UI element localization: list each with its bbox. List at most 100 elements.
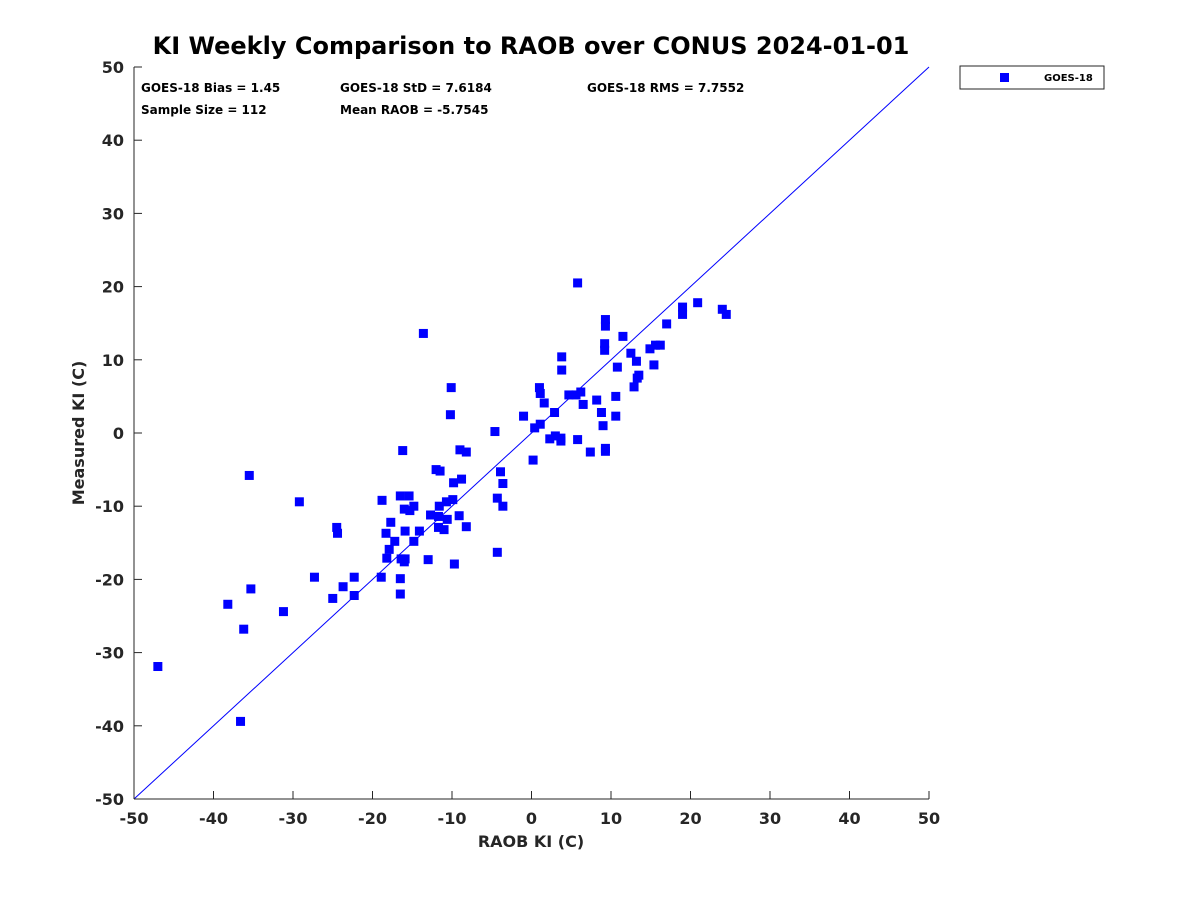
data-point — [651, 340, 661, 350]
data-point — [571, 390, 581, 400]
data-point — [626, 348, 636, 358]
data-point — [399, 504, 409, 514]
data-point — [592, 395, 602, 405]
data-point — [600, 339, 610, 349]
y-tick-label: -20 — [95, 570, 124, 589]
data-point — [381, 528, 391, 538]
data-point — [461, 447, 471, 457]
data-point — [498, 479, 508, 489]
stat-rms: GOES-18 RMS = 7.7552 — [587, 81, 744, 95]
data-point — [395, 491, 405, 501]
data-point — [678, 309, 688, 319]
y-tick-label: -50 — [95, 790, 124, 809]
data-point — [454, 511, 464, 521]
x-tick-label: -40 — [199, 809, 228, 828]
data-point — [611, 411, 621, 421]
y-tick-label: -10 — [95, 497, 124, 516]
data-point — [534, 383, 544, 393]
y-tick-label: 10 — [102, 351, 124, 370]
data-point — [598, 421, 608, 431]
data-point — [612, 362, 622, 372]
data-point — [439, 525, 449, 535]
data-point — [550, 408, 560, 418]
stat-mean-raob: Mean RAOB = -5.7545 — [340, 103, 488, 117]
data-point — [556, 436, 566, 446]
x-tick-label: -20 — [358, 809, 387, 828]
data-point — [498, 501, 508, 511]
data-point — [557, 352, 567, 362]
data-point — [445, 410, 455, 420]
data-point — [400, 526, 410, 536]
data-point — [426, 510, 436, 520]
x-axis-ticks: -50 -40 -30 -20 -10 0 10 20 30 40 50 — [120, 791, 940, 828]
data-point — [645, 344, 655, 354]
data-point — [404, 491, 414, 501]
data-point — [395, 589, 405, 599]
data-point — [535, 419, 545, 429]
data-point — [545, 434, 555, 444]
data-point — [384, 544, 394, 554]
data-point — [519, 411, 529, 421]
stat-bias: GOES-18 Bias = 1.45 — [141, 81, 280, 95]
data-point — [386, 517, 396, 527]
y-axis-ticks: 50 40 30 20 10 0 -10 -20 -30 -40 -50 — [95, 58, 142, 809]
data-point — [600, 321, 610, 331]
data-point — [309, 572, 319, 582]
data-point — [449, 559, 459, 569]
data-point — [246, 584, 256, 594]
data-point — [611, 391, 621, 401]
data-point — [600, 315, 610, 325]
y-tick-label: 0 — [113, 424, 124, 443]
data-point — [377, 495, 387, 505]
data-point — [399, 557, 409, 567]
data-point — [448, 495, 458, 505]
data-point — [332, 522, 342, 532]
data-point — [585, 447, 595, 457]
data-point — [433, 511, 443, 521]
data-point — [398, 446, 408, 456]
data-point — [328, 593, 338, 603]
data-point — [446, 383, 456, 393]
legend-box — [959, 65, 1105, 90]
data-point — [600, 446, 610, 456]
data-point — [390, 536, 400, 546]
data-point — [495, 467, 505, 477]
data-point — [338, 582, 348, 592]
data-point — [434, 501, 444, 511]
y-tick-label: 40 — [102, 131, 124, 150]
data-point — [631, 356, 641, 366]
data-point — [649, 360, 659, 370]
data-point — [578, 399, 588, 409]
plot-area: -50 -40 -30 -20 -10 0 10 20 30 40 50 50 40 30 20 10 0 -1… — [95, 58, 940, 828]
data-point — [414, 526, 424, 536]
data-point — [239, 624, 249, 634]
stat-std: GOES-18 StD = 7.6184 — [340, 81, 492, 95]
data-point — [223, 599, 233, 609]
x-tick-label: -10 — [438, 809, 467, 828]
data-point — [662, 319, 672, 329]
stats-annotations: GOES-18 Bias = 1.45 GOES-18 StD = 7.6184… — [141, 81, 744, 117]
data-point — [557, 365, 567, 375]
data-point — [441, 497, 451, 507]
data-point — [576, 387, 586, 397]
data-point — [294, 497, 304, 507]
data-point — [349, 591, 359, 601]
data-point — [457, 474, 467, 484]
x-tick-label: 50 — [918, 809, 940, 828]
data-point — [442, 514, 452, 524]
data-point — [382, 553, 392, 563]
data-point — [492, 547, 502, 557]
y-tick-label: -30 — [95, 644, 124, 663]
data-points — [153, 278, 731, 726]
data-point — [564, 390, 574, 400]
data-point — [409, 536, 419, 546]
data-point — [236, 716, 246, 726]
x-tick-label: 30 — [759, 809, 781, 828]
data-point — [423, 555, 433, 565]
data-point — [433, 522, 443, 532]
data-point — [418, 328, 428, 338]
x-axis-label: RAOB KI (C) — [478, 832, 584, 851]
data-point — [278, 607, 288, 617]
y-tick-label: -40 — [95, 717, 124, 736]
